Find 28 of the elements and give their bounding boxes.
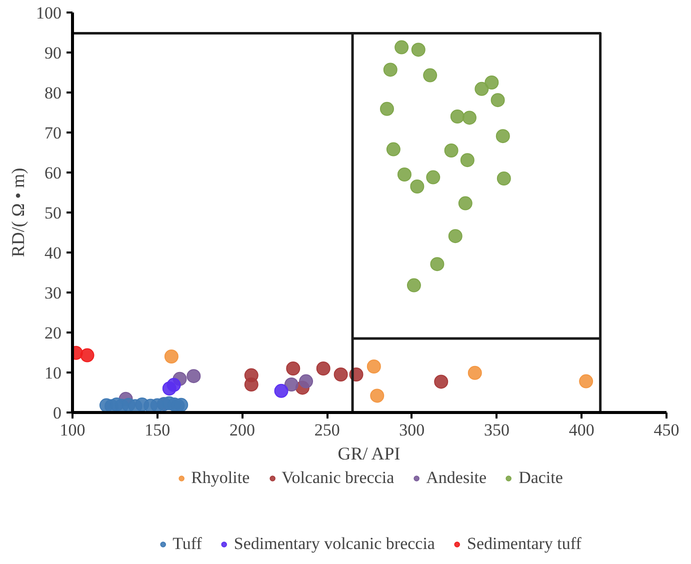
legend-label: Andesite xyxy=(426,468,487,488)
y-tick-label: 0 xyxy=(53,404,62,422)
legend-label: Dacite xyxy=(518,468,563,488)
legend-label: Sedimentary volcanic breccia xyxy=(234,534,435,554)
x-tick-label: 300 xyxy=(399,420,425,440)
legend-label: Sedimentary tuff xyxy=(466,534,582,554)
x-tick-label: 250 xyxy=(314,420,340,440)
y-tick-label: 20 xyxy=(44,324,62,342)
x-tick-label: 350 xyxy=(484,420,510,440)
y-tick-label: 90 xyxy=(44,44,62,62)
y-axis-title: RD/( Ω • m) xyxy=(8,168,28,258)
y-tick-label: 40 xyxy=(44,244,62,262)
y-tick-label: 80 xyxy=(44,84,62,102)
x-tick-label: 200 xyxy=(229,420,255,440)
y-tick-label: 70 xyxy=(44,124,62,142)
x-tick-label: 100 xyxy=(60,420,86,440)
x-tick-label: 450 xyxy=(654,420,680,440)
legend-label: Tuff xyxy=(172,534,202,554)
x-tick-label: 150 xyxy=(144,420,170,440)
legend-label: Volcanic breccia xyxy=(282,468,394,488)
x-tick-label: 400 xyxy=(568,420,594,440)
x-axis-title: GR/ API xyxy=(338,444,400,464)
y-tick-label: 30 xyxy=(44,284,62,302)
y-tick-label: 60 xyxy=(44,164,62,182)
y-tick-label: 50 xyxy=(44,204,62,222)
legend-label: Rhyolite xyxy=(191,468,250,488)
y-tick-label: 10 xyxy=(44,364,62,382)
y-tick-label: 100 xyxy=(36,4,62,22)
